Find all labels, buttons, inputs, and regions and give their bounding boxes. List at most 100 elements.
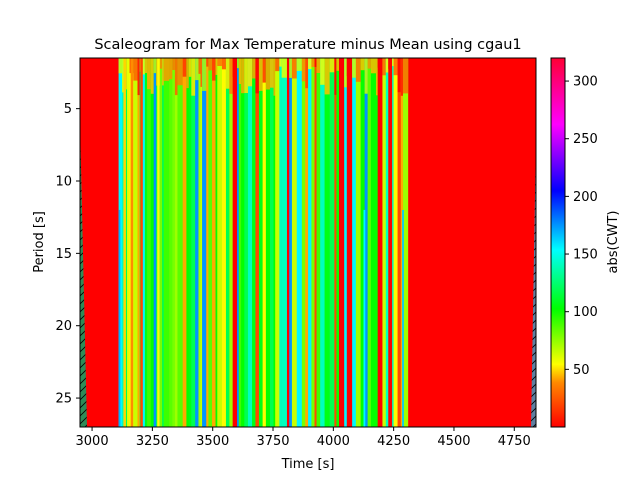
- heatmap-stripe: [153, 58, 157, 427]
- heatmap-stripe: [352, 58, 357, 427]
- heatmap-stripe: [160, 58, 163, 427]
- heatmap-stripe: [182, 58, 187, 427]
- heatmap-stripe: [305, 58, 309, 427]
- colorbar-tick-label: 300: [573, 75, 598, 90]
- heatmap-stripe-top: [289, 58, 293, 78]
- heatmap-stripe-top: [147, 58, 152, 90]
- plot-frame: [79, 57, 537, 428]
- heatmap-stripe: [364, 58, 368, 427]
- heatmap-stripe: [169, 58, 173, 427]
- heatmap-stripe: [144, 58, 148, 427]
- heatmap-stripe-top: [255, 58, 260, 94]
- coi-right-hatch: [531, 137, 536, 427]
- x-axis-ticks: 3000 3250 3500 3750 4000 4250 4500 4750: [76, 427, 531, 449]
- colorbar-ticks: 50 100 150 200 250 300: [565, 75, 598, 378]
- heatmap-stripe: [191, 58, 196, 427]
- heatmap-stripe-top: [186, 58, 190, 89]
- heatmap-line: [402, 209, 404, 427]
- heatmap-stripe: [301, 58, 306, 427]
- heatmap-stripe: [275, 58, 280, 427]
- x-tick-label: 3750: [256, 434, 289, 449]
- heatmap-stripe: [198, 58, 201, 427]
- y-tick-label: 20: [55, 319, 72, 334]
- heatmap-stripe: [221, 58, 227, 427]
- coi-left-hatch: [80, 123, 87, 427]
- heatmap-stripe: [385, 58, 389, 427]
- heatmap-stripe-top: [296, 58, 303, 71]
- heatmap-stripe: [336, 58, 340, 427]
- heatmap-stripe: [286, 58, 290, 427]
- heatmap-stripe: [320, 58, 325, 427]
- y-tick-label: 25: [55, 392, 72, 407]
- heatmap-stripe: [346, 58, 353, 427]
- heatmap-stripe: [273, 58, 276, 427]
- heatmap-stripe: [334, 58, 337, 427]
- heatmap-line: [118, 209, 121, 427]
- heatmap-stripe-top: [336, 58, 340, 71]
- heatmap-stripe: [296, 58, 303, 427]
- heatmap-line: [363, 209, 366, 427]
- heatmap-stripe-top: [241, 58, 245, 94]
- x-tick-label: 4750: [498, 434, 531, 449]
- heatmap-stripe-top: [133, 58, 138, 81]
- heatmap-stripe-top: [137, 58, 141, 96]
- heatmap-stripe: [241, 58, 245, 427]
- heatmap-stripe: [237, 58, 240, 427]
- colorbar-tick-label: 100: [573, 305, 598, 320]
- heatmap-stripe: [162, 58, 165, 427]
- heatmap-stripe: [163, 58, 170, 427]
- heatmap-stripe-top: [262, 58, 267, 83]
- heatmap-stripe-top: [355, 58, 361, 82]
- heatmap-streak: [130, 58, 134, 427]
- heatmap-stripe: [281, 58, 288, 427]
- heatmap-stripe: [150, 58, 154, 427]
- colorbar: [550, 57, 566, 428]
- heatmap-stripe-top: [305, 58, 309, 89]
- heatmap-stripe-top: [169, 58, 173, 80]
- heatmap-stripe-top: [232, 58, 238, 77]
- heatmap-stripe-top: [279, 58, 282, 67]
- heatmap-stripe-top: [367, 58, 372, 69]
- heatmap-stripe-top: [375, 58, 378, 96]
- heatmap-stripe-top: [308, 58, 312, 70]
- heatmap-stripe: [215, 58, 218, 427]
- heatmap-stripe-top: [275, 58, 280, 72]
- heatmap-stripe: [360, 58, 365, 427]
- heatmap-stripe-top: [247, 58, 253, 87]
- heatmap-stripe-top: [382, 58, 387, 76]
- heatmap-stripe: [186, 58, 190, 427]
- heatmap-stripe: [252, 58, 256, 427]
- heatmap-stripe: [141, 58, 146, 427]
- heatmap-stripe-top: [153, 58, 157, 74]
- heatmap-stripe: [402, 58, 409, 427]
- heatmap-stripe: [316, 58, 321, 427]
- heatmap-stripe: [247, 58, 253, 427]
- heatmap-stripe-top: [281, 58, 288, 78]
- heatmap-stripe: [344, 58, 348, 427]
- heatmap-stripe-top: [144, 58, 148, 73]
- colorbar-tick-label: 200: [573, 190, 598, 205]
- heatmap-stripe: [208, 58, 213, 427]
- heatmap-stripe-top: [182, 58, 187, 77]
- heatmap-stripe: [265, 58, 271, 427]
- heatmap-stripe-top: [206, 58, 209, 67]
- heatmap-stripe-top: [388, 58, 393, 69]
- heatmap-stripe: [311, 58, 315, 427]
- heatmap-stripe: [217, 58, 223, 427]
- colorbar-label: abs(CWT): [606, 210, 621, 273]
- colorbar-tick-label: 50: [573, 363, 590, 378]
- heatmap-stripe-top: [311, 58, 315, 67]
- heatmap-stripe: [229, 58, 233, 427]
- heatmap-stripe: [177, 58, 183, 427]
- heatmap-stripe: [200, 58, 203, 427]
- plot-area: [80, 58, 536, 427]
- heatmap-stripe-top: [163, 58, 170, 81]
- heatmap-stripe: [238, 58, 242, 427]
- heatmap-stripe-top: [221, 58, 227, 70]
- heatmap-stripe-top: [402, 58, 409, 94]
- heatmap-stripe: [367, 58, 372, 427]
- x-tick-label: 3500: [196, 434, 229, 449]
- heatmap-stripe-top: [344, 58, 348, 88]
- heatmap-stripe-top: [188, 58, 192, 77]
